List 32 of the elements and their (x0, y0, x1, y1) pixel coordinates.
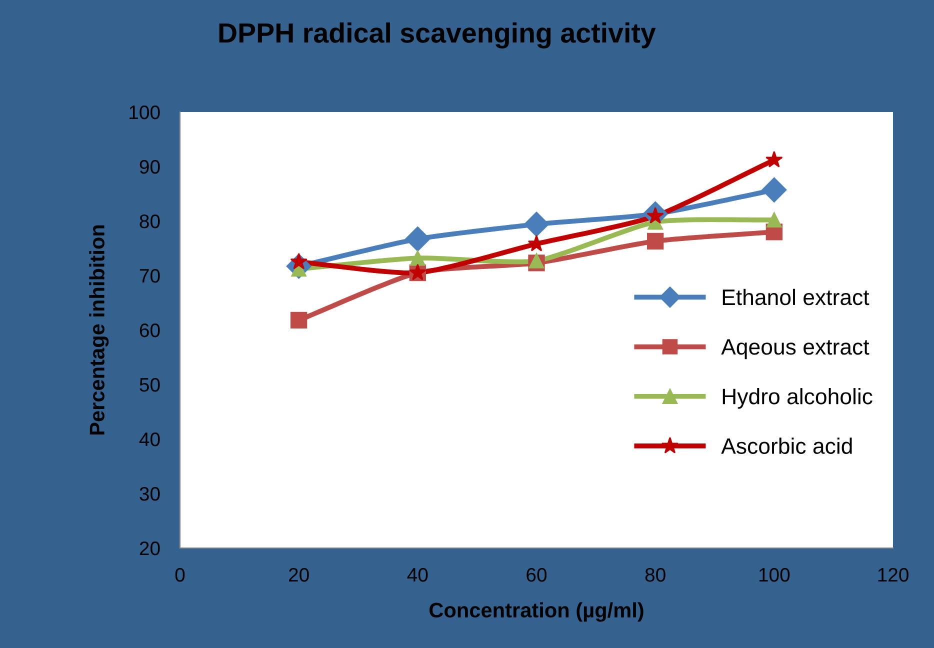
y-tick-label: 30 (140, 486, 160, 501)
x-axis-title: Concentration (µg/ml) (430, 602, 644, 622)
y-axis-title: Percentage inhibition (89, 225, 109, 435)
x-tick-label: 20 (289, 568, 309, 582)
point (647, 232, 664, 250)
x-tick-label: 100 (759, 568, 790, 582)
legend-label: Ascorbic acid (721, 438, 852, 454)
point (528, 253, 544, 268)
y-tick-label: 50 (140, 378, 160, 392)
legend-label: Hydro alcoholic (722, 388, 872, 409)
chart-title: DPPH radical scavenging activity (219, 22, 656, 48)
y-tick-label: 90 (140, 160, 160, 174)
y-tick-label: 60 (140, 323, 160, 338)
x-tick-label: 80 (645, 568, 666, 582)
y-tick-label: 20 (140, 541, 160, 556)
y-tick-label: 40 (139, 432, 160, 446)
x-tick-label: 60 (526, 568, 547, 582)
point (290, 312, 308, 329)
y-tick-label: 80 (140, 214, 160, 228)
legend-label: Aqeous extract (721, 339, 870, 360)
point (524, 212, 549, 237)
point (410, 250, 426, 266)
x-tick-label: 0 (175, 568, 185, 582)
legend-label: Ethanol extract (722, 288, 870, 306)
point (766, 212, 782, 228)
point (762, 177, 787, 202)
y-tick-label: 70 (140, 268, 160, 283)
x-tick-label: 40 (407, 568, 428, 582)
x-tick-label: 120 (878, 568, 908, 582)
y-tick-label: 100 (130, 105, 160, 120)
point (766, 150, 783, 168)
point (405, 226, 430, 252)
